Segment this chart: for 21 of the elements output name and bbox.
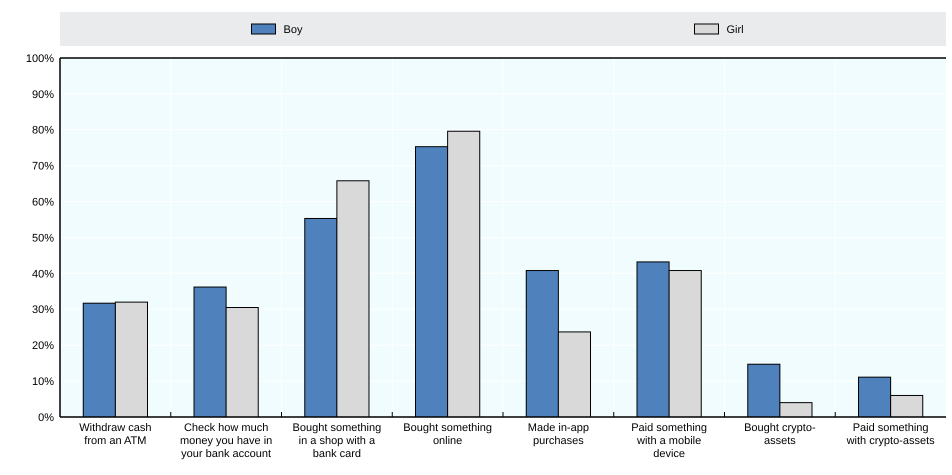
y-tick-label: 90% xyxy=(32,88,54,101)
legend-label: Girl xyxy=(726,24,744,36)
y-tick-label: 50% xyxy=(32,232,54,244)
x-tick-label: Made in-app purchases xyxy=(528,422,589,447)
x-tick-label: Bought something online xyxy=(403,422,492,447)
x-tick-label: Paid something with a mobile device xyxy=(631,422,708,460)
y-tick-label: 30% xyxy=(32,304,54,316)
x-tick-label: Check how much money you have in your bank account xyxy=(180,422,272,460)
y-tick-label: 100% xyxy=(26,52,54,65)
y-tick-label: 60% xyxy=(32,196,54,208)
y-tick-label: 80% xyxy=(32,124,54,137)
y-tick-label: 40% xyxy=(32,268,54,280)
y-tick-label: 20% xyxy=(32,340,54,352)
legend-label: Boy xyxy=(284,24,303,36)
y-tick-label: 10% xyxy=(32,376,54,388)
y-tick-label: 70% xyxy=(32,160,54,173)
x-tick-label: Paid something with crypto-assets xyxy=(846,422,936,447)
x-tick-label: Withdraw cash from an ATM xyxy=(79,422,152,447)
y-tick-label: 0% xyxy=(38,412,54,424)
x-tick-label: Bought something in a shop with a bank card xyxy=(292,422,382,460)
x-tick-label: Bought crypto- assets xyxy=(744,422,816,447)
